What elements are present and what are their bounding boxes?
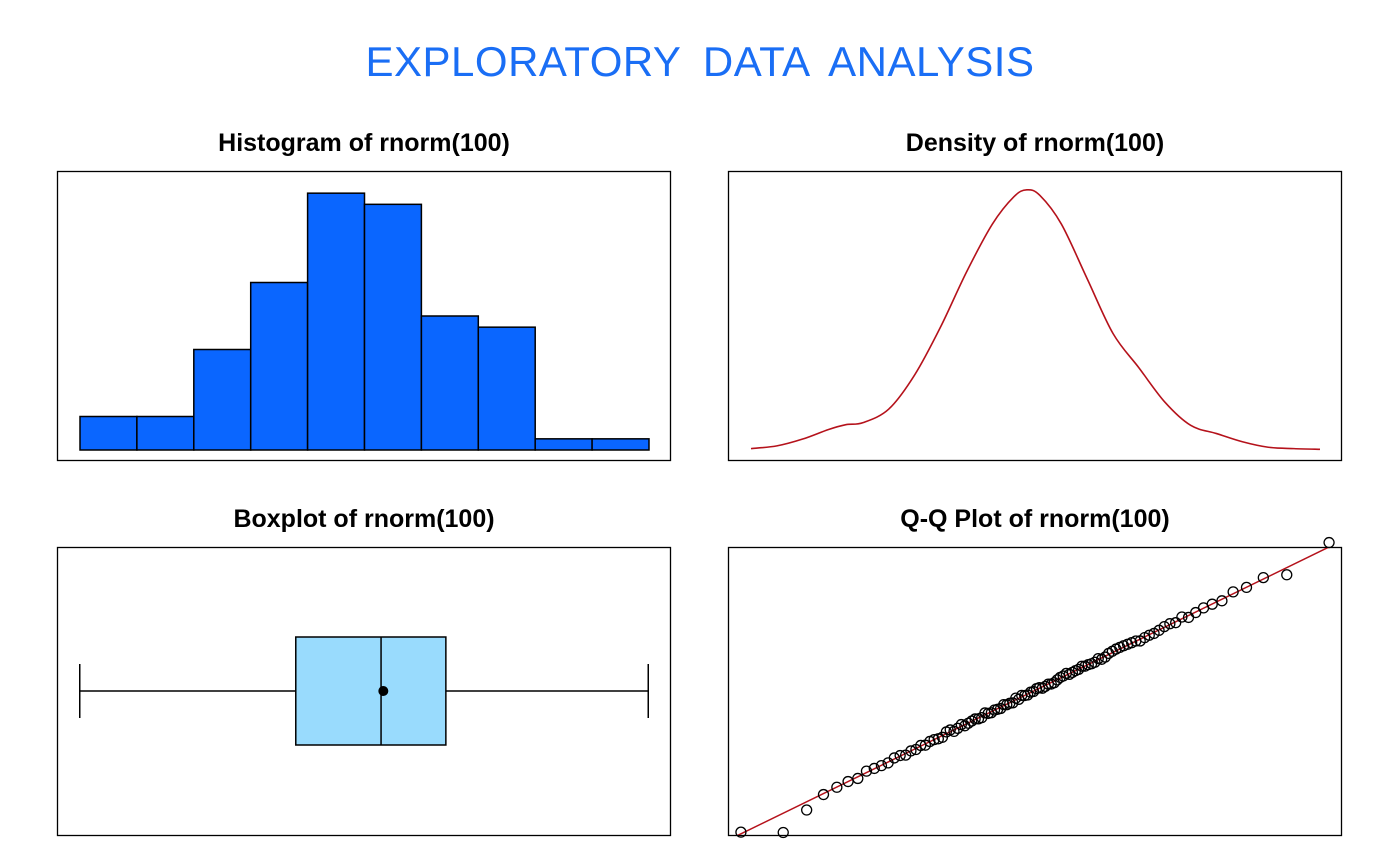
- density-title: Density of rnorm(100): [905, 129, 1165, 157]
- histogram-bar: [534, 438, 593, 451]
- histogram-bar: [363, 203, 423, 451]
- qq-point: [1051, 674, 1063, 686]
- qq-point: [1158, 620, 1170, 633]
- boxplot-frame: [56, 546, 672, 837]
- boxplot-box: [295, 636, 447, 746]
- qq-point: [852, 772, 864, 785]
- qq-point: [1176, 611, 1188, 623]
- histogram-bar: [136, 415, 195, 451]
- qq-plot-title: Q-Q Plot of rnorm(100): [900, 505, 1170, 533]
- qq-point: [1216, 595, 1228, 607]
- qq-point: [1281, 569, 1293, 581]
- qq-plot-frame: [727, 546, 1343, 837]
- qq-point: [1089, 656, 1101, 668]
- qq-point: [1063, 668, 1075, 680]
- qq-point: [1042, 678, 1054, 690]
- density-curve: [750, 188, 1321, 451]
- qq-point: [995, 702, 1007, 715]
- qq-point: [969, 713, 981, 725]
- histogram-bar: [79, 415, 138, 451]
- histogram-bar: [477, 326, 536, 451]
- histogram-title: Histogram of rnorm(100): [218, 129, 510, 157]
- density-plot: [750, 188, 1321, 451]
- qq-point: [1073, 663, 1085, 675]
- qq-point: [777, 826, 789, 839]
- qq-point: [875, 759, 888, 772]
- qq-plot: [735, 536, 1335, 839]
- qq-point: [928, 733, 940, 746]
- qq-point: [894, 749, 906, 762]
- qq-point: [842, 775, 854, 788]
- qq-point: [1323, 536, 1335, 549]
- qq-point: [1240, 581, 1253, 594]
- qq-point: [1257, 571, 1269, 584]
- qq-point: [985, 707, 997, 719]
- qq-point: [905, 745, 917, 757]
- boxplot-mean-point: [378, 686, 389, 696]
- qq-point: [817, 788, 830, 801]
- qq-point: [1227, 586, 1239, 598]
- qq-point: [1021, 689, 1034, 701]
- qq-point: [735, 826, 747, 838]
- qq-point: [1170, 617, 1182, 629]
- histogram-bar: [591, 438, 650, 451]
- qq-point: [831, 781, 843, 793]
- qq-point: [1143, 629, 1155, 641]
- qq-point: [1206, 598, 1218, 610]
- qq-point: [860, 765, 873, 777]
- density-frame: [727, 170, 1343, 462]
- histogram-bar: [249, 281, 309, 451]
- histogram-bars: [79, 192, 650, 451]
- histogram-bar: [193, 348, 252, 451]
- qq-point: [801, 804, 813, 816]
- boxplot-title: Boxplot of rnorm(100): [233, 505, 495, 533]
- qq-point: [948, 725, 960, 738]
- histogram-bar: [420, 315, 480, 451]
- histogram-frame: [56, 170, 672, 462]
- qq-point: [1099, 651, 1111, 663]
- qq-point: [1164, 618, 1176, 630]
- qq-point: [868, 762, 880, 775]
- main-title: EXPLORATORY DATA ANALYSIS: [365, 38, 1035, 85]
- qq-point: [915, 739, 927, 752]
- qq-point: [952, 722, 964, 734]
- boxplot: [78, 636, 650, 746]
- qq-point: [888, 752, 900, 764]
- histogram-bar: [306, 192, 366, 451]
